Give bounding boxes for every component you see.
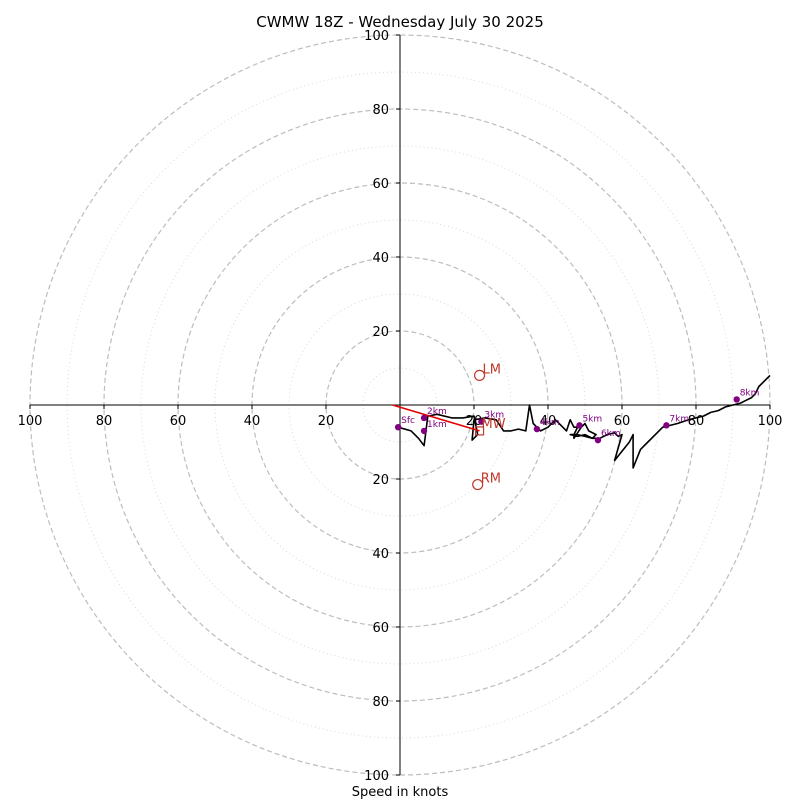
x-axis-label: Speed in knots <box>352 785 449 800</box>
height-marker-sfc <box>394 424 402 431</box>
y-tick-label: 60 <box>372 621 389 636</box>
x-tick-label: 60 <box>614 414 631 429</box>
y-tick-label: 80 <box>372 103 389 118</box>
height-marker-8km <box>733 396 740 403</box>
x-tick-label: 80 <box>96 414 113 429</box>
tick-labels: 100 80 60 40 20 20 40 60 80 100100806040202040608… <box>18 29 783 784</box>
y-tick-label: 80 <box>372 695 389 710</box>
mean-wind-label: MW <box>482 417 506 432</box>
y-tick-label: 20 <box>372 473 389 488</box>
x-tick-label: 100 <box>758 414 783 429</box>
height-label-7km: 7km <box>669 414 689 424</box>
axes <box>30 35 770 775</box>
y-tick-label: 40 <box>372 251 389 266</box>
height-label-6km: 6km <box>601 429 621 439</box>
y-tick-label: 100 <box>364 29 389 44</box>
y-tick-label: 60 <box>372 177 389 192</box>
height-marker-6km <box>594 436 602 444</box>
height-marker-1km <box>420 427 428 435</box>
height-label-5km: 5km <box>582 414 602 424</box>
mean-wind-marker <box>474 426 485 436</box>
height-marker-4km <box>533 425 541 433</box>
height-label-sfc: Sfc <box>401 416 415 426</box>
x-tick-label: 100 <box>18 414 43 429</box>
y-tick-label: 20 <box>372 325 389 340</box>
y-tick-label: 40 <box>372 547 389 562</box>
storm-motion-rm-label: RM <box>481 472 501 487</box>
height-label-3km: 3km <box>484 411 504 421</box>
storm-motion-lm-marker <box>473 369 486 381</box>
hodograph-line <box>397 374 771 469</box>
data-layer: Sfc 1km 2km 3km 4km 5km 6km 7km 8km LM RM MW <box>392 362 771 491</box>
x-tick-label: 40 <box>244 414 261 429</box>
height-marker-7km <box>663 422 670 429</box>
x-tick-label: 20 <box>318 414 335 429</box>
height-label-1km: 1km <box>427 420 447 430</box>
storm-motion-rm-marker <box>472 478 484 491</box>
height-label-4km: 4km <box>540 418 560 428</box>
y-tick-label: 100 <box>364 769 389 784</box>
x-tick-label: 80 <box>688 414 705 429</box>
height-marker-2km <box>420 414 428 422</box>
x-tick-label: 60 <box>170 414 187 429</box>
height-label-8km: 8km <box>740 388 760 398</box>
shear-vector-line <box>392 404 480 432</box>
height-marker-5km <box>576 422 583 429</box>
height-marker-3km <box>478 418 485 425</box>
height-label-2km: 2km <box>427 407 447 417</box>
storm-motion-lm-label: LM <box>483 362 501 377</box>
x-tick-label: 40 <box>540 414 557 429</box>
chart-title: CWMW 18Z - Wednesday July 30 2025 <box>256 13 544 31</box>
